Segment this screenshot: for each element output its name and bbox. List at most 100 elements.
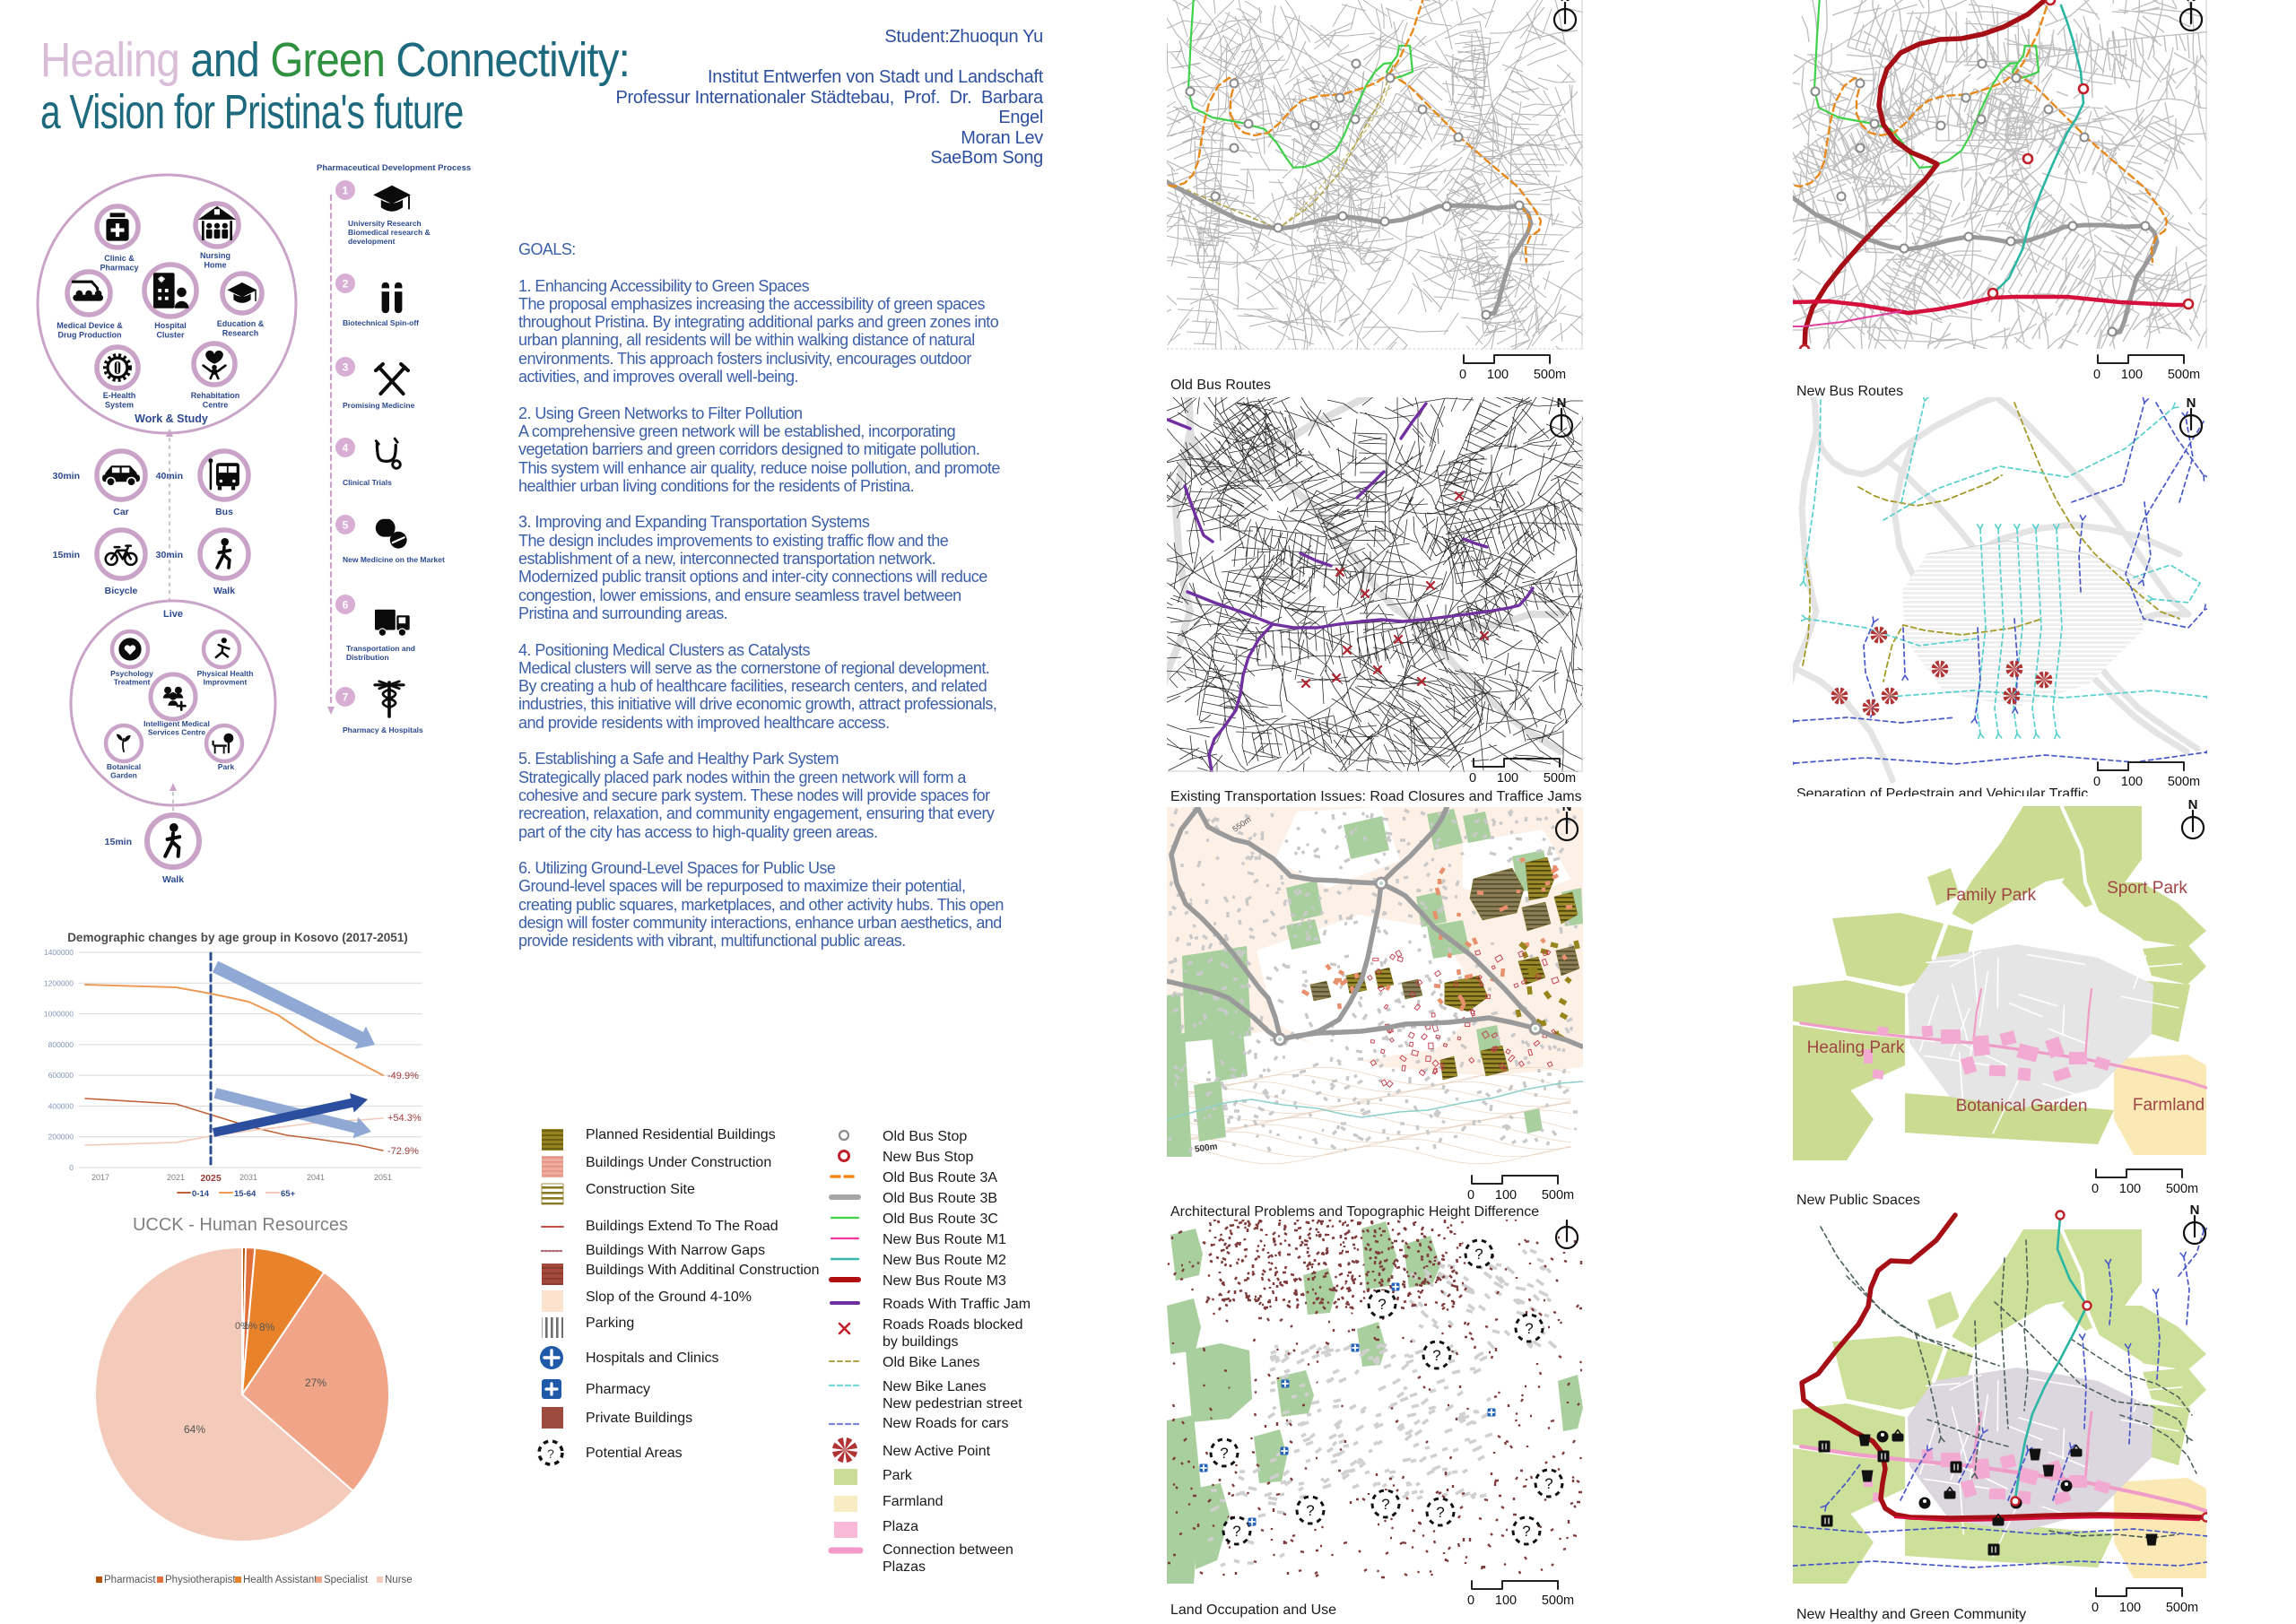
svg-text:40min: 40min: [156, 471, 183, 482]
svg-text:Botanical: Botanical: [107, 762, 141, 771]
svg-text:New Bus Route M1: New Bus Route M1: [883, 1232, 1006, 1247]
svg-text:by buildings: by buildings: [883, 1334, 959, 1350]
svg-text:-72.9%: -72.9%: [387, 1146, 419, 1157]
svg-text:2051: 2051: [374, 1173, 392, 1182]
svg-text:Garden: Garden: [110, 771, 137, 780]
svg-text:Hospitals and Clinics: Hospitals and Clinics: [586, 1350, 719, 1366]
svg-text:Research: Research: [222, 329, 259, 338]
svg-text:2025: 2025: [200, 1173, 222, 1184]
svg-text:New Roads for cars: New Roads for cars: [883, 1416, 1009, 1431]
svg-text:800000: 800000: [48, 1040, 74, 1049]
svg-text:development: development: [348, 237, 396, 246]
svg-text:Farmland: Farmland: [2133, 1096, 2205, 1115]
svg-text:500m: 500m: [1542, 1188, 1574, 1203]
svg-text:?: ?: [1436, 1504, 1444, 1521]
svg-text:Centre: Centre: [203, 401, 229, 410]
svg-text:100: 100: [1487, 368, 1509, 382]
svg-text:N: N: [2190, 1204, 2200, 1218]
svg-text:New Active Point: New Active Point: [883, 1444, 991, 1459]
svg-text:400000: 400000: [48, 1101, 74, 1110]
svg-text:N: N: [2187, 0, 2196, 4]
svg-text:Pharmacy & Hospitals: Pharmacy & Hospitals: [343, 725, 423, 734]
svg-text:Work & Study: Work & Study: [135, 413, 208, 425]
svg-text:Physical Health: Physical Health: [197, 669, 254, 678]
svg-text:Buildings With Narrow Gaps: Buildings With Narrow Gaps: [586, 1243, 765, 1258]
svg-text:1000000: 1000000: [44, 1010, 74, 1019]
svg-text:E-Health: E-Health: [103, 391, 136, 400]
svg-text:Drug Production: Drug Production: [58, 331, 122, 340]
svg-text:1400000: 1400000: [44, 948, 74, 957]
svg-text:?: ?: [1220, 1445, 1228, 1462]
svg-text:Walk: Walk: [213, 586, 235, 596]
svg-text:N: N: [1562, 1220, 1572, 1222]
svg-text:?: ?: [1474, 1246, 1483, 1263]
svg-text:Construction Site: Construction Site: [586, 1182, 695, 1197]
svg-text:15min: 15min: [53, 550, 80, 560]
svg-text:Slop of the Ground 4-10%: Slop of the Ground 4-10%: [586, 1290, 752, 1305]
svg-text:Car: Car: [113, 507, 129, 517]
svg-text:2: 2: [343, 278, 349, 291]
svg-text:500m: 500m: [2168, 775, 2200, 789]
svg-text:Demographic changes by age gro: Demographic changes by age group in Koso…: [67, 931, 408, 944]
svg-text:100: 100: [2121, 368, 2143, 382]
svg-text:500m: 500m: [1542, 1594, 1574, 1608]
svg-text:Old Bus Stop: Old Bus Stop: [883, 1129, 967, 1144]
svg-text:0: 0: [1459, 368, 1466, 382]
svg-text:Services Centre: Services Centre: [148, 728, 206, 737]
svg-text:Walk: Walk: [162, 874, 184, 885]
svg-text:Plaza: Plaza: [883, 1519, 918, 1534]
svg-text:0: 0: [1467, 1594, 1474, 1608]
svg-text:600000: 600000: [48, 1071, 74, 1080]
svg-text:?: ?: [547, 1446, 554, 1461]
svg-text:100: 100: [1497, 771, 1518, 786]
svg-text:30min: 30min: [53, 471, 80, 482]
svg-text:Potential Areas: Potential Areas: [586, 1446, 683, 1461]
svg-text:Nursing: Nursing: [200, 251, 230, 260]
svg-text:N: N: [1557, 397, 1567, 411]
svg-text:2031: 2031: [239, 1173, 257, 1182]
svg-text:100: 100: [1495, 1594, 1517, 1608]
svg-text:Improvment: Improvment: [204, 678, 248, 687]
svg-text:N: N: [2188, 797, 2198, 812]
svg-text:30min: 30min: [156, 550, 183, 560]
svg-text:Buildings Under Construction: Buildings Under Construction: [586, 1155, 771, 1170]
svg-text:Live: Live: [163, 609, 183, 620]
svg-text:500m: 500m: [2168, 368, 2200, 382]
svg-text:7: 7: [343, 691, 349, 704]
svg-text:15min: 15min: [105, 837, 132, 847]
svg-text:+54.3%: +54.3%: [387, 1113, 422, 1124]
svg-text:Old Bus Routes: Old Bus Routes: [1170, 378, 1271, 393]
svg-text:Family Park: Family Park: [1946, 886, 2037, 905]
svg-text:0: 0: [2092, 1601, 2099, 1615]
svg-text:Bus: Bus: [215, 507, 233, 517]
svg-text:System: System: [105, 401, 134, 410]
svg-text:64%: 64%: [184, 1423, 205, 1436]
svg-text:New pedestrian street: New pedestrian street: [883, 1396, 1022, 1411]
svg-text:New Bus Stop: New Bus Stop: [883, 1150, 973, 1165]
svg-text:Existing Transportation Issues: Existing Transportation Issues: Road Clo…: [1170, 789, 1582, 804]
svg-text:New Bus Route M3: New Bus Route M3: [883, 1273, 1006, 1289]
svg-text:5: 5: [343, 519, 349, 532]
svg-text:1%: 1%: [243, 1321, 257, 1332]
svg-text:?: ?: [1432, 1347, 1440, 1364]
svg-text:New Bus Route M2: New Bus Route M2: [883, 1253, 1006, 1268]
svg-text:Old Bus Route 3C: Old Bus Route 3C: [883, 1211, 998, 1227]
svg-text:3: 3: [343, 361, 349, 374]
svg-text:Buildings Extend To The Road: Buildings Extend To The Road: [586, 1219, 778, 1234]
svg-text:Bicycle: Bicycle: [105, 586, 138, 596]
svg-text:Clinic &: Clinic &: [104, 254, 135, 263]
svg-text:Home: Home: [204, 261, 226, 270]
svg-text:0%: 0%: [235, 1321, 249, 1332]
svg-text:15-64: 15-64: [234, 1189, 257, 1199]
svg-text:Clinical Trials: Clinical Trials: [343, 478, 392, 487]
svg-text:Education &: Education &: [217, 319, 265, 328]
svg-text:Roads With Traffic Jam: Roads With Traffic Jam: [883, 1297, 1031, 1312]
svg-text:Hospital: Hospital: [154, 321, 187, 330]
svg-text:Parking: Parking: [586, 1316, 634, 1331]
svg-text:N: N: [2187, 397, 2196, 411]
svg-text:?: ?: [1525, 1320, 1533, 1337]
svg-text:Pharmacy: Pharmacy: [586, 1382, 650, 1397]
svg-text:65+: 65+: [281, 1189, 296, 1199]
svg-text:New Public Spaces: New Public Spaces: [1796, 1193, 1920, 1207]
svg-text:500m: 500m: [1534, 368, 1566, 382]
